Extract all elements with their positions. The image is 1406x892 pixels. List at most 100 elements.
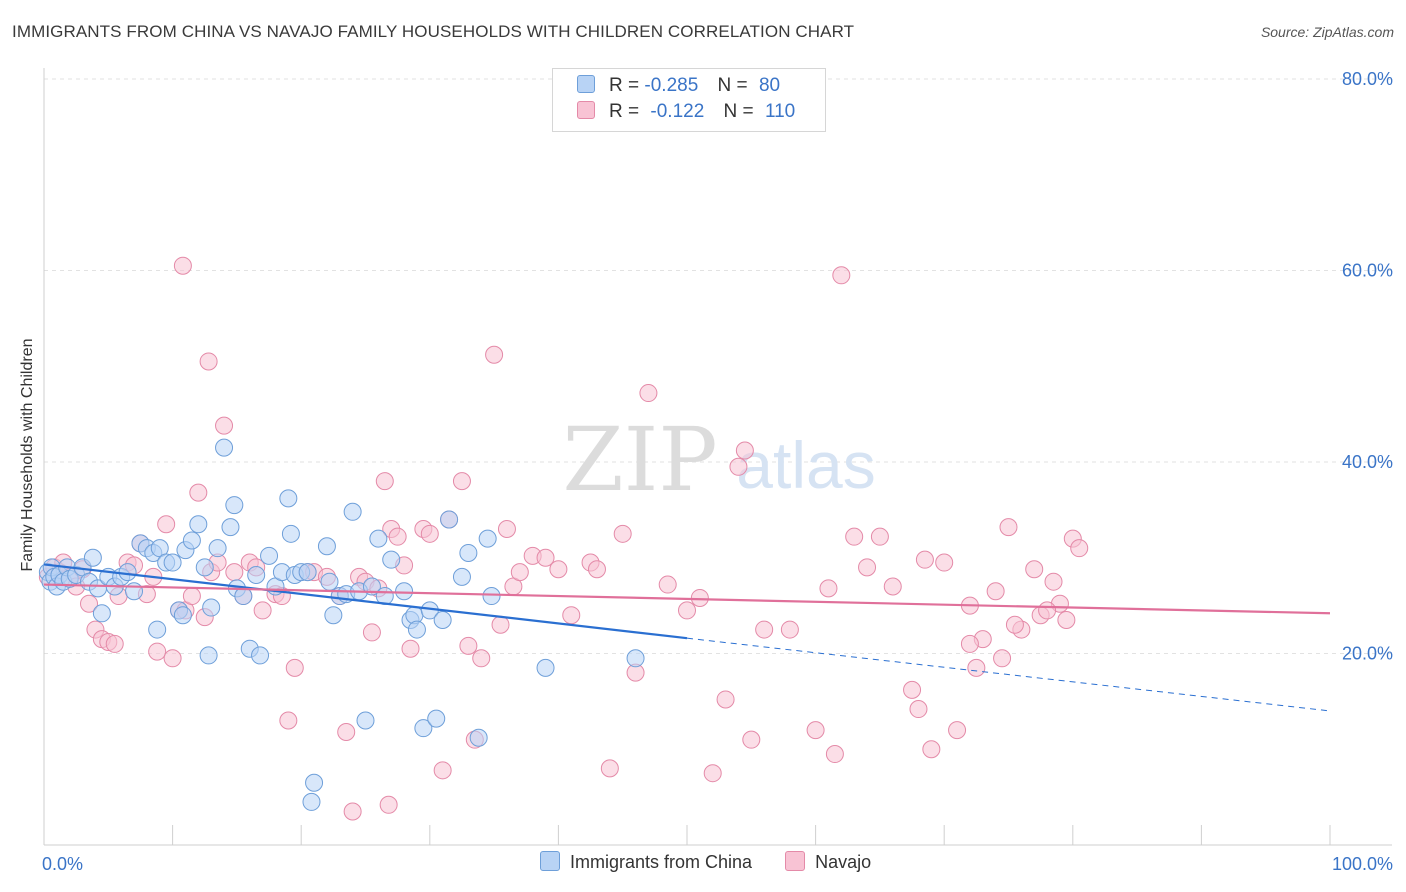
navajo-point — [182, 587, 201, 606]
china-point — [208, 539, 227, 558]
navajo-point — [883, 577, 902, 596]
china-point — [298, 563, 317, 582]
navajo-point — [600, 759, 619, 778]
navajo-point — [960, 634, 979, 653]
legend-r-value-china: -0.285 — [644, 75, 699, 96]
navajo-point — [279, 711, 298, 730]
navajo-trend-line — [43, 583, 1331, 615]
navajo-point — [1038, 601, 1057, 620]
series-legend: Immigrants from China Navajo — [540, 851, 899, 873]
series-swatch-china — [540, 851, 560, 872]
navajo-point — [922, 740, 941, 759]
navajo-point — [199, 352, 218, 371]
china-point — [215, 438, 234, 457]
china-point — [324, 606, 343, 625]
legend-swatch-china — [577, 74, 595, 93]
china-point — [395, 582, 414, 601]
navajo-point — [1025, 560, 1044, 579]
navajo-point — [825, 745, 844, 764]
navajo-point — [105, 634, 124, 653]
navajo-point — [388, 527, 407, 546]
china-point — [305, 773, 324, 792]
china-point — [407, 620, 426, 639]
navajo-point — [536, 548, 555, 567]
navajo-point — [729, 457, 748, 476]
china-point — [356, 711, 375, 730]
china-point — [536, 658, 555, 677]
china-point — [320, 572, 339, 591]
china-point — [83, 548, 102, 567]
china-point — [478, 529, 497, 548]
china-point — [482, 587, 501, 606]
china-point — [302, 792, 321, 811]
navajo-point — [1044, 572, 1063, 591]
china-point — [317, 537, 336, 556]
china-trend-extension — [686, 637, 1331, 712]
navajo-point — [375, 472, 394, 491]
navajo-point — [420, 524, 439, 543]
navajo-point — [858, 558, 877, 577]
navajo-point — [755, 620, 774, 639]
watermark-atlas: atlas — [736, 428, 875, 502]
navajo-point — [459, 636, 478, 655]
legend-n-label: N = — [717, 75, 748, 96]
navajo-point — [915, 550, 934, 569]
china-point — [202, 598, 221, 617]
series-legend-item-navajo: Navajo — [785, 851, 871, 873]
navajo-point — [472, 649, 491, 668]
china-point — [221, 518, 240, 537]
china-point — [414, 719, 433, 738]
navajo-point — [562, 606, 581, 625]
navajo-point — [999, 518, 1018, 537]
x-tick-label: 100.0% — [1332, 854, 1393, 874]
legend-n-label: N = — [723, 101, 754, 122]
legend-r-value-navajo: -0.122 — [650, 101, 705, 122]
navajo-point — [80, 594, 99, 613]
china-point — [247, 565, 266, 584]
legend-r-label: R = — [609, 101, 640, 122]
navajo-point — [452, 472, 471, 491]
navajo-point — [819, 579, 838, 598]
navajo-point — [1070, 539, 1089, 558]
navajo-point — [549, 560, 568, 579]
navajo-point — [379, 795, 398, 814]
navajo-point — [189, 483, 208, 502]
china-point — [427, 709, 446, 728]
navajo-point — [433, 761, 452, 780]
navajo-point — [497, 520, 516, 539]
legend-n-value-navajo: 110 — [764, 101, 796, 122]
navajo-point — [215, 416, 234, 435]
y-tick-label: 20.0% — [1342, 644, 1393, 664]
navajo-point — [157, 515, 176, 534]
series-swatch-navajo — [785, 851, 806, 872]
navajo-point — [401, 639, 420, 658]
navajo-point — [948, 721, 967, 740]
china-point — [369, 529, 388, 548]
china-point — [199, 646, 218, 665]
navajo-point — [491, 615, 510, 634]
china-point — [260, 546, 279, 565]
y-tick-label: 40.0% — [1342, 452, 1393, 472]
navajo-point — [845, 527, 864, 546]
navajo-point — [163, 649, 182, 668]
navajo-point — [362, 623, 381, 642]
navajo-point — [735, 441, 754, 460]
source-label: Source: ZipAtlas.com — [1260, 24, 1394, 40]
china-point — [281, 524, 300, 543]
china-point — [251, 646, 270, 665]
navajo-point — [716, 690, 735, 709]
stats-legend: R = -0.285 N = 80 R = -0.122 N = 110 — [552, 68, 826, 132]
navajo-point — [742, 730, 761, 749]
y-tick-label: 80.0% — [1342, 69, 1393, 89]
china-trend-line — [43, 563, 688, 640]
china-point — [433, 610, 452, 629]
navajo-point — [1005, 615, 1024, 634]
china-point — [189, 515, 208, 534]
china-point — [163, 553, 182, 572]
navajo-point — [510, 563, 529, 582]
china-point — [125, 582, 144, 601]
navajo-point — [225, 563, 244, 582]
china-point — [626, 649, 645, 668]
navajo-point — [986, 582, 1005, 601]
